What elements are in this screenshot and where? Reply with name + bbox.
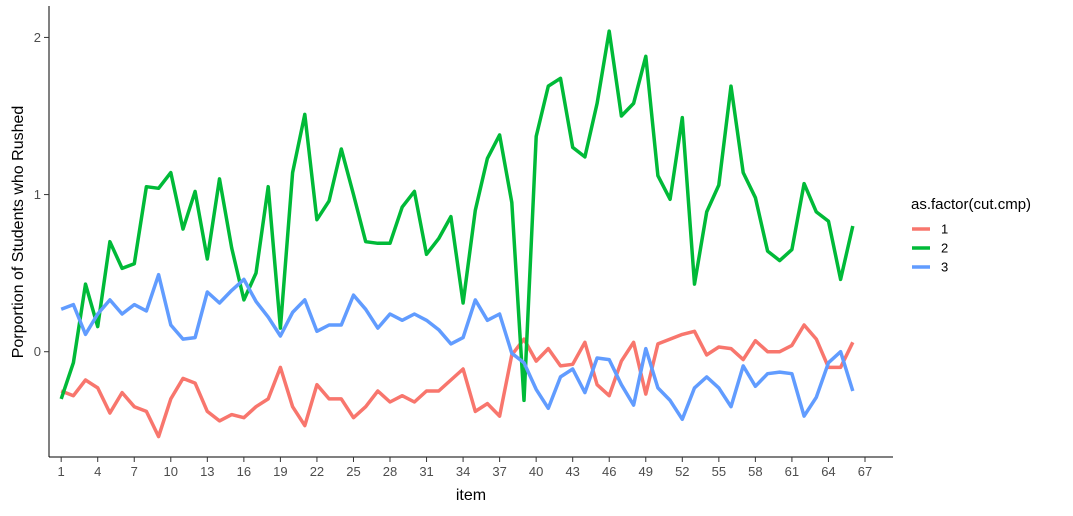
x-tick-label: 67 xyxy=(858,464,872,479)
x-tick-label: 55 xyxy=(712,464,726,479)
y-tick-label: 0 xyxy=(34,344,41,359)
x-tick-label: 52 xyxy=(675,464,689,479)
y-tick-label: 2 xyxy=(34,30,41,45)
series-line-2 xyxy=(59,29,855,403)
x-tick-label: 40 xyxy=(529,464,543,479)
x-tick-label: 31 xyxy=(419,464,433,479)
x-tick-label: 7 xyxy=(131,464,138,479)
x-tick-label: 22 xyxy=(310,464,324,479)
x-tick-label: 13 xyxy=(200,464,214,479)
x-tick-label: 28 xyxy=(383,464,397,479)
plot-area xyxy=(59,29,855,439)
legend-title: as.factor(cut.cmp) xyxy=(911,196,1031,213)
legend-items: 1 2 3 xyxy=(912,222,948,275)
x-tick-label: 61 xyxy=(785,464,799,479)
legend-label-2: 2 xyxy=(941,241,948,256)
x-tick-label: 58 xyxy=(748,464,762,479)
x-tick-label: 34 xyxy=(456,464,470,479)
series-line-1 xyxy=(60,323,855,439)
x-tick-label: 37 xyxy=(492,464,506,479)
y-tick-label: 1 xyxy=(34,187,41,202)
legend-label-1: 1 xyxy=(941,222,948,237)
x-axis-ticks: 1 4 7 10 13 16 19 22 25 28 31 34 37 40 43 46 49 52 55 58 61 6… xyxy=(58,457,872,479)
x-tick-label: 25 xyxy=(346,464,360,479)
series-line-3 xyxy=(60,272,855,422)
x-tick-label: 10 xyxy=(164,464,178,479)
x-tick-label: 46 xyxy=(602,464,616,479)
x-tick-label: 1 xyxy=(58,464,65,479)
x-tick-label: 4 xyxy=(94,464,101,479)
x-tick-label: 16 xyxy=(237,464,251,479)
x-tick-label: 19 xyxy=(273,464,287,479)
x-tick-label: 43 xyxy=(565,464,579,479)
x-axis-title: item xyxy=(456,487,486,504)
legend: as.factor(cut.cmp) 1 2 3 xyxy=(911,196,1031,275)
x-tick-label: 64 xyxy=(821,464,835,479)
legend-label-3: 3 xyxy=(941,260,948,275)
y-axis-title: Porportion of Students who Rushed xyxy=(10,106,27,359)
x-tick-label: 49 xyxy=(639,464,653,479)
y-axis-ticks: 0 1 2 xyxy=(34,30,49,359)
